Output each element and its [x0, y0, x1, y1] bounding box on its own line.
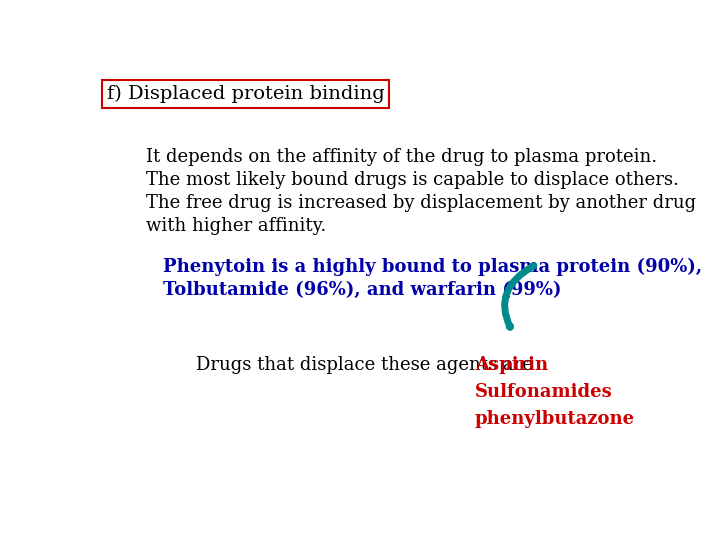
Text: Aspirin: Aspirin [475, 356, 548, 374]
Text: It depends on the affinity of the drug to plasma protein.: It depends on the affinity of the drug t… [145, 148, 657, 166]
Text: The free drug is increased by displacement by another drug: The free drug is increased by displaceme… [145, 194, 696, 212]
FancyArrowPatch shape [505, 266, 534, 327]
Text: phenylbutazone: phenylbutazone [475, 410, 635, 428]
Text: Tolbutamide (96%), and warfarin (99%): Tolbutamide (96%), and warfarin (99%) [163, 281, 561, 299]
Text: The most likely bound drugs is capable to displace others.: The most likely bound drugs is capable t… [145, 171, 679, 189]
Text: with higher affinity.: with higher affinity. [145, 217, 326, 234]
Text: f) Displaced protein binding: f) Displaced protein binding [107, 85, 384, 103]
Text: Phenytoin is a highly bound to plasma protein (90%),: Phenytoin is a highly bound to plasma pr… [163, 258, 702, 276]
Text: Sulfonamides: Sulfonamides [475, 383, 613, 401]
Text: Drugs that displace these agents are: Drugs that displace these agents are [196, 356, 533, 374]
